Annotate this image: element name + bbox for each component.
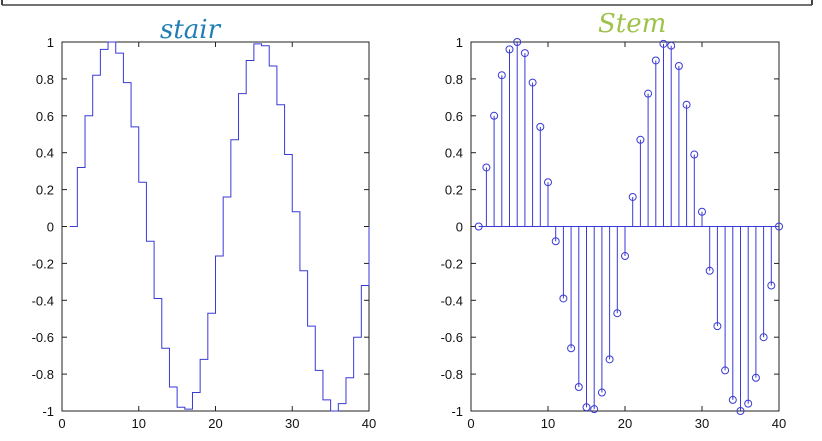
stair-plot: -1-0.8-0.6-0.4-0.200.20.40.60.810 10 20 30 4…: [32, 35, 377, 431]
stem-ytick-label: 0.6: [445, 109, 463, 124]
stem-marker: [497, 71, 506, 80]
stem-marker: [690, 150, 699, 159]
stair-xtick-label: 30: [285, 416, 299, 431]
stem-marker: [736, 407, 745, 415]
stem-marker: [751, 373, 760, 382]
stair-ytick-label: -0.8: [32, 367, 54, 382]
stair-ytick-label: 1: [47, 35, 54, 50]
stair-series-line: [69, 41, 370, 412]
stair-ytick-label: -1: [42, 404, 54, 419]
stem-marker: [505, 45, 514, 54]
stem-marker: [490, 111, 499, 120]
stair-ytick-label: 0.6: [36, 109, 54, 124]
stem-marker: [513, 38, 522, 46]
stem-ytick-label: 0.2: [445, 183, 463, 198]
stem-marker: [567, 344, 576, 353]
stem-marker: [659, 39, 668, 48]
stem-marker: [613, 309, 622, 318]
stem-marker: [536, 122, 545, 131]
stem-marker: [728, 395, 737, 404]
stair-xtick-label: 0: [58, 416, 65, 431]
stem-marker: [775, 222, 783, 231]
stem-marker: [636, 135, 645, 144]
stem-marker: [582, 403, 591, 412]
stem-ytick-label: 0.8: [445, 72, 463, 87]
stair-ytick-label: 0.8: [36, 72, 54, 87]
stem-marker: [682, 100, 691, 109]
stem-xtick-label: 30: [695, 416, 709, 431]
stem-ytick-label: 0.4: [445, 146, 463, 161]
stem-xtick-label: 20: [618, 416, 632, 431]
stem-marker: [605, 355, 614, 364]
stem-marker: [574, 383, 583, 392]
stem-marker: [721, 366, 730, 375]
stem-xtick-label: 10: [541, 416, 555, 431]
stair-annotation: stair: [160, 15, 222, 45]
stem-marker: [759, 333, 768, 342]
stair-ytick-label: 0: [47, 220, 54, 235]
stem-ytick-label: -0.8: [441, 367, 463, 382]
stem-ytick-label: -0.2: [441, 256, 463, 271]
stair-xtick-label: 40: [362, 416, 376, 431]
stem-marker: [474, 222, 483, 231]
stem-marker: [621, 252, 629, 261]
stem-marker: [651, 56, 660, 65]
stair-xtick-label: 20: [208, 416, 222, 431]
stem-marker: [528, 78, 537, 87]
stem-marker: [544, 178, 552, 187]
stem-marker: [520, 49, 529, 58]
stem-ytick-label: -0.4: [441, 293, 463, 308]
stem-marker: [744, 399, 753, 408]
stair-xtick-label: 10: [132, 416, 146, 431]
stem-marker: [559, 294, 568, 303]
stair-axes-box: [61, 41, 370, 412]
stem-marker: [482, 163, 491, 172]
stair-ytick-label: -0.2: [32, 256, 54, 271]
stem-marker: [551, 237, 560, 246]
stair-ytick-label: 0.4: [36, 146, 54, 161]
stem-xtick-label: 40: [772, 416, 786, 431]
stair-ytick-label: -0.6: [32, 330, 54, 345]
stem-ytick-label: 1: [456, 35, 463, 50]
stem-marker: [698, 207, 706, 216]
stem-marker: [767, 281, 776, 290]
stair-ytick-label: -0.4: [32, 293, 54, 308]
stem-marker: [644, 89, 653, 98]
stair-ytick-label: 0.2: [36, 183, 54, 198]
stem-marker: [705, 266, 714, 275]
stem-marker: [713, 322, 722, 331]
stem-marker: [628, 192, 637, 201]
stem-marker: [597, 388, 606, 397]
stem-plot: -1-0.8-0.6-0.4-0.200.20.40.60.810 10 20 30 4…: [441, 35, 787, 431]
stem-marker: [590, 405, 599, 414]
stem-annotation: Stem: [598, 9, 666, 39]
stem-marker: [667, 41, 676, 50]
stem-ytick-label: -1: [451, 404, 463, 419]
stem-marker: [674, 61, 683, 70]
stem-ytick-label: -0.6: [441, 330, 463, 345]
stem-ytick-label: 0: [456, 220, 463, 235]
stem-xtick-label: 0: [467, 416, 474, 431]
